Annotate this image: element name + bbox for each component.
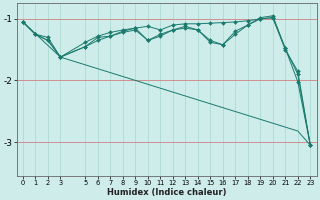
X-axis label: Humidex (Indice chaleur): Humidex (Indice chaleur) [107, 188, 226, 197]
